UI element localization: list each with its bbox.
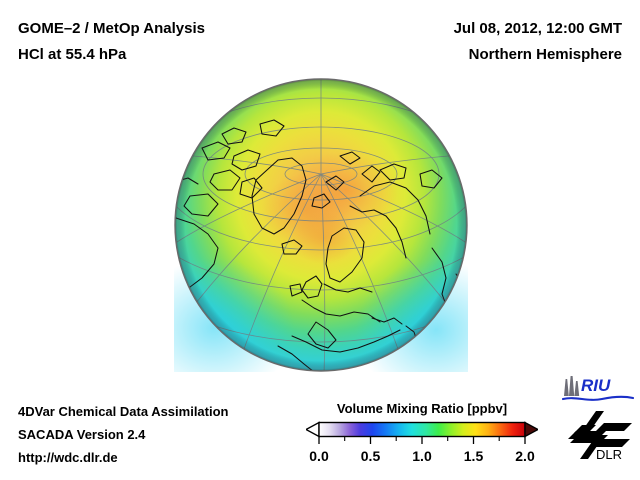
dlr-logo-text: DLR: [596, 447, 622, 461]
riu-logo-text: RIU: [581, 376, 611, 395]
colorbar-tick-4: 2.0: [515, 448, 535, 464]
footer-method: 4DVar Chemical Data Assimilation: [18, 404, 229, 419]
colorbar-tick-0: 0.0: [309, 448, 329, 464]
colorbar-tick-1: 0.5: [360, 448, 381, 464]
riu-wave-icon: [562, 395, 634, 401]
colorbar-tick-2: 1.0: [412, 448, 432, 464]
header-title-species-level: HCl at 55.4 hPa: [18, 46, 127, 63]
colorbar-title: Volume Mixing Ratio [ppbv]: [336, 401, 508, 416]
footer-version: SACADA Version 2.4: [18, 427, 146, 442]
globe-svg: [174, 78, 468, 372]
colorbar-tick-labels: 0.0 0.5 1.0 1.5 2.0: [306, 448, 538, 466]
header-title-instrument: GOME–2 / MetOp Analysis: [18, 20, 205, 37]
riu-towers-icon: [564, 376, 580, 396]
colorbar-ticks: [318, 437, 526, 444]
colorbar-scale: [306, 421, 538, 444]
footer-left: 4DVar Chemical Data Assimilation SACADA …: [18, 400, 229, 469]
header-datetime: Jul 08, 2012, 12:00 GMT: [453, 20, 622, 37]
header-left: GOME–2 / MetOp Analysis HCl at 55.4 hPa: [18, 16, 205, 68]
globe-limb-shading: [175, 79, 467, 371]
colorbar-body: [306, 421, 538, 438]
riu-logo-svg: RIU: [562, 376, 634, 401]
colorbar-minor-ticks: [344, 437, 500, 441]
dlr-eagle-icon: [568, 411, 632, 459]
footer-url: http://wdc.dlr.de: [18, 450, 118, 465]
colorbar: Volume Mixing Ratio [ppbv]: [306, 401, 538, 466]
header-right: Jul 08, 2012, 12:00 GMT Northern Hemisph…: [454, 16, 622, 68]
colorbar-tick-3: 1.5: [463, 448, 484, 464]
dlr-logo-svg: DLR: [568, 411, 632, 461]
header-hemisphere: Northern Hemisphere: [468, 46, 622, 63]
globe-map: [174, 78, 468, 372]
globe-outline: [174, 78, 468, 372]
dlr-logo: DLR: [566, 409, 634, 461]
riu-logo: RIU: [562, 375, 634, 403]
